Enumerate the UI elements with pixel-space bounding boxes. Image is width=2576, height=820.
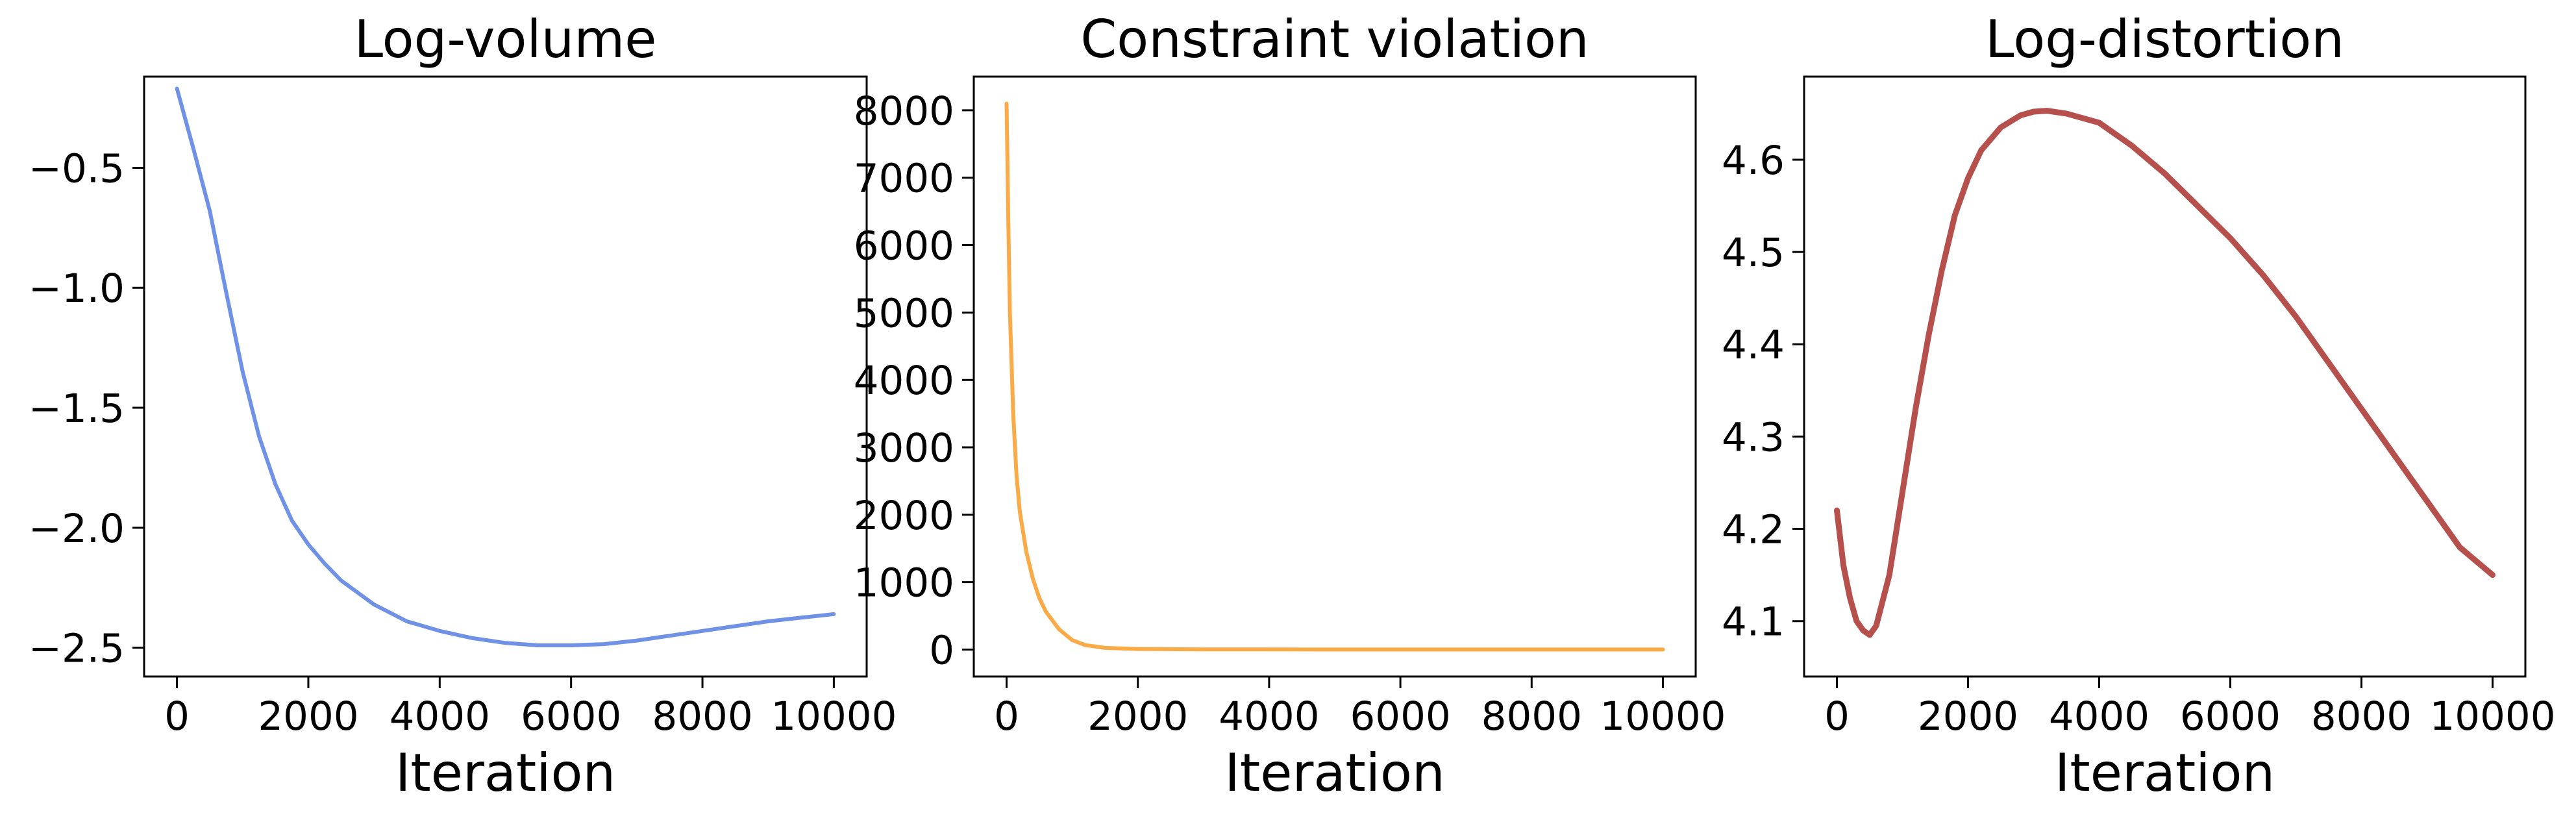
- x-tick-label: 8000: [2311, 693, 2412, 739]
- x-tick-label: 10000: [771, 693, 897, 739]
- x-tick-label: 4000: [1219, 693, 1319, 739]
- x-tick-label: 8000: [652, 693, 752, 739]
- y-tick-label: 4.6: [1722, 138, 1785, 184]
- chart-title: Constraint violation: [1080, 9, 1589, 69]
- x-tick-label: 0: [994, 693, 1019, 739]
- x-axis-label: Iteration: [1224, 743, 1444, 803]
- x-tick-label: 0: [164, 693, 190, 739]
- axes-frame: [143, 75, 868, 678]
- x-tick-label: 6000: [1350, 693, 1450, 739]
- chart-panel-log-volume: 0 2000 4000 6000 8000 10000 −0.5 −1.0 −1.5 −2.0 −2…: [29, 9, 897, 803]
- y-tick-label: −2.5: [29, 626, 125, 672]
- x-tick-label: 2000: [258, 693, 358, 739]
- y-tick-label: −1.0: [29, 266, 125, 312]
- x-tick-label: 10000: [2429, 693, 2555, 739]
- y-tick-label: 5000: [854, 290, 954, 336]
- x-tick-label: 4000: [2049, 693, 2149, 739]
- y-tick-label: 4000: [854, 358, 954, 404]
- y-tick-label: 3000: [854, 425, 954, 471]
- chart-title: Log-volume: [354, 9, 657, 69]
- y-tick-label: 4.2: [1722, 507, 1785, 553]
- chart-panel-log-distortion: 0 2000 4000 6000 8000 10000 4.1 4.2 4.3 4.4 4.5 4.6…: [1722, 9, 2556, 803]
- y-tick-label: −0.5: [29, 145, 125, 192]
- x-tick-label: 8000: [1481, 693, 1582, 739]
- x-axis-label: Iteration: [395, 743, 615, 803]
- y-tick-label: −1.5: [29, 386, 125, 432]
- y-tick-label: 2000: [854, 493, 954, 539]
- x-tick-label: 0: [1824, 693, 1850, 739]
- y-tick-label: 4.1: [1722, 599, 1785, 645]
- chart-title: Log-distortion: [1985, 9, 2344, 69]
- y-tick-label: 8000: [854, 88, 954, 134]
- y-tick-label: 6000: [854, 223, 954, 269]
- axes-frame: [1803, 75, 2527, 678]
- axes-frame: [972, 75, 1697, 678]
- series-line-0: [1834, 108, 2496, 638]
- series-line-0: [1004, 101, 1665, 652]
- x-axis-label: Iteration: [2055, 743, 2275, 803]
- y-tick-label: −2.0: [29, 506, 125, 552]
- x-tick-label: 2000: [1918, 693, 2018, 739]
- chart-panel-constraint-violation: 0 2000 4000 6000 8000 10000 0 1000 2000 3000 4000 5…: [854, 9, 1726, 803]
- x-tick-label: 4000: [390, 693, 490, 739]
- series-line-0: [175, 86, 836, 647]
- x-tick-label: 10000: [1600, 693, 1726, 739]
- y-tick-label: 4.3: [1722, 414, 1785, 460]
- x-tick-label: 2000: [1087, 693, 1188, 739]
- x-tick-label: 6000: [521, 693, 621, 739]
- x-tick-label: 6000: [2180, 693, 2281, 739]
- y-tick-label: 1000: [854, 560, 954, 606]
- y-tick-label: 4.4: [1722, 322, 1785, 368]
- y-tick-label: 4.5: [1722, 230, 1785, 276]
- y-tick-label: 7000: [854, 156, 954, 202]
- y-tick-label: 0: [929, 627, 954, 673]
